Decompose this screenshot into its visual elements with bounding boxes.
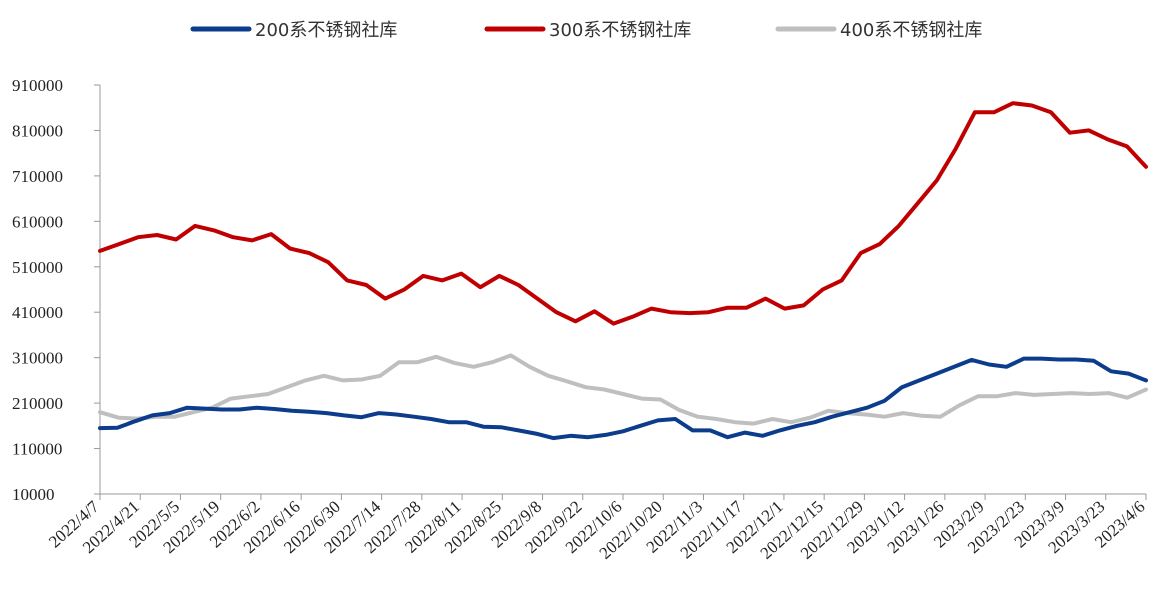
y-tick-label: 210000 (12, 394, 63, 413)
y-tick-label: 410000 (12, 303, 63, 322)
y-tick-label: 610000 (12, 212, 63, 231)
series-line (98, 356, 1148, 441)
y-tick-label: 110000 (12, 440, 62, 459)
y-tick-label: 10000 (12, 485, 55, 504)
y-tick-label: 810000 (12, 121, 63, 140)
y-tick-label: 910000 (12, 76, 63, 95)
series-line (98, 353, 1148, 426)
y-axis: 10000 110000 210000 310000 410000 510000 61000… (12, 76, 101, 504)
y-tick-label: 710000 (12, 167, 63, 186)
series-layer (98, 101, 1148, 441)
legend-label: 400系不锈钢社库 (840, 20, 982, 41)
series-line (98, 101, 1148, 326)
legend: 200系不锈钢社库 300系不锈钢社库 400系不锈钢社库 (190, 20, 982, 41)
y-tick-label: 310000 (12, 349, 63, 368)
x-axis: 2022/4/72022/4/212022/5/52022/5/192022/6… (45, 493, 1149, 563)
legend-label: 200系不锈钢社库 (255, 20, 397, 41)
y-tick-label: 510000 (12, 258, 63, 277)
legend-label: 300系不锈钢社库 (549, 20, 691, 41)
